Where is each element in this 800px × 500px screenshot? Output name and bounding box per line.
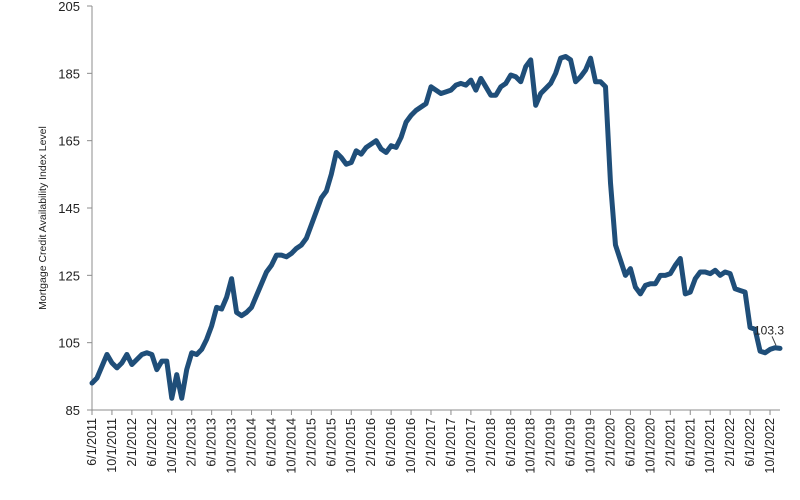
x-tick-label: 2/1/2022 xyxy=(723,418,737,467)
x-tick-label: 6/1/2016 xyxy=(384,418,398,467)
x-tick-label: 6/1/2020 xyxy=(623,418,637,467)
x-tick-label: 10/1/2022 xyxy=(763,418,777,474)
x-tick-label: 10/1/2014 xyxy=(284,418,298,474)
x-axis: 6/1/2011 10/1/2011 2/1/2012 6/1/2012 10/1/20… xyxy=(85,409,780,474)
x-tick-label: 6/1/2012 xyxy=(145,418,159,467)
annotation-leader xyxy=(771,336,777,346)
y-tick-label: 185 xyxy=(58,66,80,81)
x-tick-label: 6/1/2015 xyxy=(324,418,338,467)
x-tick-label: 2/1/2012 xyxy=(125,418,139,467)
x-tick-label: 10/1/2016 xyxy=(404,418,418,474)
x-tick-label: 6/1/2022 xyxy=(743,418,757,467)
x-tick-label: 2/1/2021 xyxy=(663,418,677,467)
x-tick-label: 10/1/2018 xyxy=(524,418,538,474)
y-tick-label: 145 xyxy=(58,201,80,216)
x-tick-label: 6/1/2011 xyxy=(85,418,99,466)
series-line xyxy=(89,54,783,401)
x-tick-label: 6/1/2014 xyxy=(264,418,278,467)
x-tick-label: 6/1/2019 xyxy=(564,418,578,467)
y-tick-label: 85 xyxy=(66,403,80,418)
x-tick-label: 6/1/2018 xyxy=(504,418,518,467)
x-tick-label: 10/1/2020 xyxy=(643,418,657,474)
y-tick-label: 165 xyxy=(58,134,80,149)
x-tick-label: 10/1/2017 xyxy=(464,418,478,474)
x-tick-label: 2/1/2019 xyxy=(544,418,558,467)
x-tick-label: 2/1/2017 xyxy=(424,418,438,467)
x-tick-label: 2/1/2013 xyxy=(185,418,199,467)
y-tick-label: 205 xyxy=(58,0,80,14)
y-tick-label: 105 xyxy=(58,336,80,351)
x-tick-label: 6/1/2013 xyxy=(205,418,219,467)
y-axis-label: Mortgage Credit Availability Index Level xyxy=(37,126,49,310)
x-tick-label: 2/1/2014 xyxy=(245,418,259,467)
x-tick-label: 10/1/2015 xyxy=(344,418,358,474)
x-tick-label: 6/1/2017 xyxy=(444,418,458,467)
x-tick-label: 2/1/2018 xyxy=(484,418,498,467)
x-tick-label: 2/1/2020 xyxy=(603,418,617,467)
x-tick-label: 10/1/2021 xyxy=(703,418,717,474)
x-tick-label: 10/1/2011 xyxy=(105,418,119,473)
y-axis: 85 105 125 145 165 185 205 xyxy=(58,0,93,418)
x-tick-label: 10/1/2013 xyxy=(225,418,239,474)
annotation-group: 103.3 xyxy=(754,323,784,346)
annotation-label: 103.3 xyxy=(754,323,784,337)
x-tick-label: 2/1/2016 xyxy=(364,418,378,467)
series-group xyxy=(89,54,783,401)
y-tick-label: 125 xyxy=(58,268,80,283)
x-tick-label: 2/1/2015 xyxy=(304,418,318,467)
x-tick-label: 10/1/2012 xyxy=(165,418,179,474)
x-tick-label: 6/1/2021 xyxy=(683,418,697,467)
x-tick-label: 10/1/2019 xyxy=(584,418,598,474)
